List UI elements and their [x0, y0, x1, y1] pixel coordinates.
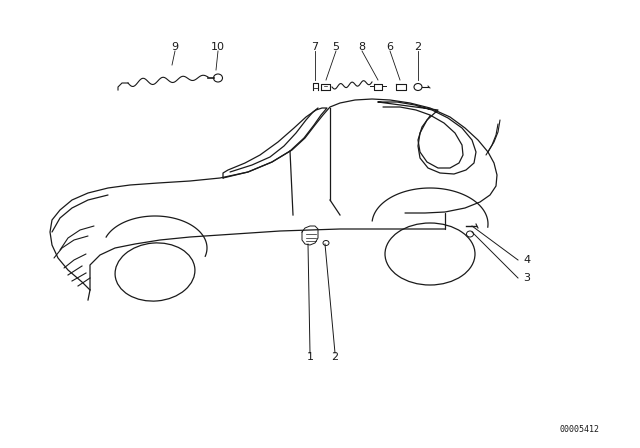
- Text: 4: 4: [523, 255, 530, 265]
- Text: 2: 2: [332, 352, 339, 362]
- Text: 00005412: 00005412: [560, 426, 600, 435]
- Text: 5: 5: [333, 42, 339, 52]
- Text: 10: 10: [211, 42, 225, 52]
- Text: 3: 3: [523, 273, 530, 283]
- Text: 7: 7: [312, 42, 319, 52]
- Text: 9: 9: [172, 42, 179, 52]
- Text: 8: 8: [358, 42, 365, 52]
- Text: 6: 6: [387, 42, 394, 52]
- Text: 1: 1: [307, 352, 314, 362]
- Text: 2: 2: [415, 42, 422, 52]
